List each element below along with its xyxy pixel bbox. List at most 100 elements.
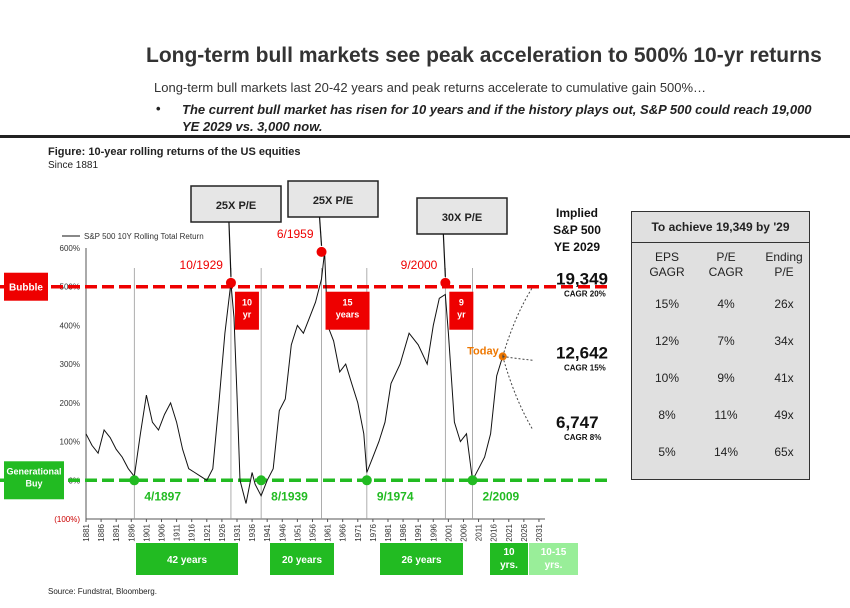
bull-period-label: 42 years (167, 555, 207, 566)
bull-period-label: 10-15 yrs. (541, 547, 567, 571)
x-tick-label: 1956 (308, 523, 317, 541)
scenario-table: To achieve 19,349 by '29 EPS GAGR P/E CAG… (631, 211, 810, 480)
trough-marker (256, 475, 267, 486)
x-tick-label: 1986 (399, 523, 408, 541)
bull-period-bar (490, 543, 528, 575)
x-tick-label: 1901 (142, 523, 151, 541)
page-title: Long-term bull markets see peak accelera… (146, 44, 822, 67)
trough-date-label: 4/1897 (144, 489, 181, 503)
trough-marker (129, 475, 140, 486)
x-tick-label: 1941 (263, 523, 272, 541)
pe-arrow (318, 216, 323, 246)
x-tick-label: 1936 (248, 523, 257, 541)
pe-label: 25X P/E (313, 195, 353, 207)
projection-path (502, 355, 533, 361)
bull-period-bar (529, 543, 578, 575)
pe-box (190, 185, 282, 223)
x-tick-label: 1981 (384, 523, 393, 541)
bullet-text: The current bull market has risen for 10… (182, 102, 812, 134)
x-tick-label: 1971 (354, 523, 363, 541)
trough-marker (467, 475, 478, 486)
x-tick-label: 1961 (324, 523, 333, 541)
x-tick-label: 1946 (278, 523, 287, 541)
bubble-badge-label: Bubble (9, 283, 43, 294)
x-tick-label: 2026 (520, 523, 529, 541)
trough-date-label: 8/1939 (271, 489, 308, 503)
bear-duration-label: 10 yr (242, 298, 252, 320)
table-cell: 7% (717, 334, 735, 348)
x-tick-label: 2006 (459, 523, 468, 541)
y-tick-label: 100% (60, 438, 80, 447)
x-tick-label: 1996 (429, 523, 438, 541)
pe-box (287, 180, 379, 218)
x-tick-label: 1951 (293, 523, 302, 541)
projection-path (502, 356, 534, 431)
x-tick-label: 2001 (444, 523, 453, 541)
x-tick-label: 1966 (339, 523, 348, 541)
y-tick-label: 600% (60, 244, 80, 253)
peak-date-label: 6/1959 (277, 227, 314, 241)
table-header: Ending P/E (765, 250, 803, 279)
table-cell: 14% (713, 445, 739, 459)
table-header: P/E CAGR (708, 250, 744, 279)
pe-label: 25X P/E (216, 200, 256, 212)
y-tick-label: (100%) (54, 515, 80, 524)
series-line (85, 251, 504, 504)
table-cell: 8% (658, 408, 676, 422)
table-cell: 26x (774, 297, 794, 311)
page-subtitle: Long-term bull markets last 20-42 years … (154, 80, 707, 95)
peak-marker (316, 246, 327, 257)
table-cell: 49x (774, 408, 794, 422)
pe-label: 30X P/E (442, 212, 482, 224)
x-tick-label: 1881 (82, 523, 91, 541)
x-tick-label: 1926 (218, 523, 227, 541)
bear-duration-label: 15 years (336, 298, 360, 320)
x-tick-label: 2031 (535, 523, 544, 541)
table-cell: 11% (714, 408, 738, 422)
figure-subtitle: Since 1881 (48, 160, 99, 171)
peak-marker (225, 277, 236, 288)
bull-period-bar (380, 543, 463, 575)
projection-cagr: CAGR 15% (564, 363, 606, 372)
projection-value: 12,642 (556, 343, 608, 362)
table-cell: 15% (654, 297, 680, 311)
trough-date-label: 9/1974 (377, 489, 414, 503)
x-tick-label: 1991 (414, 523, 423, 541)
scenario-table-title: To achieve 19,349 by '29 (632, 212, 809, 243)
bull-period-label: 20 years (282, 555, 322, 566)
peak-date-label: 9/2000 (401, 258, 438, 272)
x-tick-label: 2011 (475, 523, 484, 541)
projection-value: 6,747 (556, 413, 599, 432)
x-tick-label: 1906 (157, 523, 166, 541)
projection-cagr: CAGR 20% (564, 290, 606, 299)
bull-period-label: 26 years (401, 555, 441, 566)
x-tick-label: 2021 (505, 523, 514, 541)
projection-value: 19,349 (556, 270, 608, 289)
peak-marker (440, 277, 451, 288)
bull-period-bar (136, 543, 238, 575)
x-tick-label: 1891 (112, 523, 121, 541)
today-label: Today (467, 345, 499, 357)
y-tick-label: 300% (60, 360, 80, 369)
trough-marker (361, 475, 372, 486)
bull-period-label: 10 yrs. (500, 547, 518, 571)
table-cell: 12% (654, 334, 680, 348)
bullet-glyph: • (156, 101, 161, 116)
bull-period-bar (270, 543, 334, 575)
x-tick-label: 1931 (233, 523, 242, 541)
table-cell: 4% (717, 297, 735, 311)
y-tick-label: 400% (60, 321, 80, 330)
divider-rule (0, 135, 850, 138)
bear-duration-block (325, 291, 370, 330)
bubble-badge (4, 272, 48, 301)
buy-badge (4, 461, 64, 500)
pe-arrow (442, 233, 446, 277)
table-cell: 9% (717, 371, 735, 385)
figure-title: Figure: 10-year rolling returns of the U… (48, 146, 301, 158)
x-tick-label: 1916 (188, 523, 197, 541)
projection-cagr: CAGR 8% (564, 433, 601, 442)
figure-source: Source: Fundstrat, Bloomberg. (48, 587, 157, 596)
table-cell: 41x (774, 371, 794, 385)
bear-duration-block (234, 291, 259, 330)
